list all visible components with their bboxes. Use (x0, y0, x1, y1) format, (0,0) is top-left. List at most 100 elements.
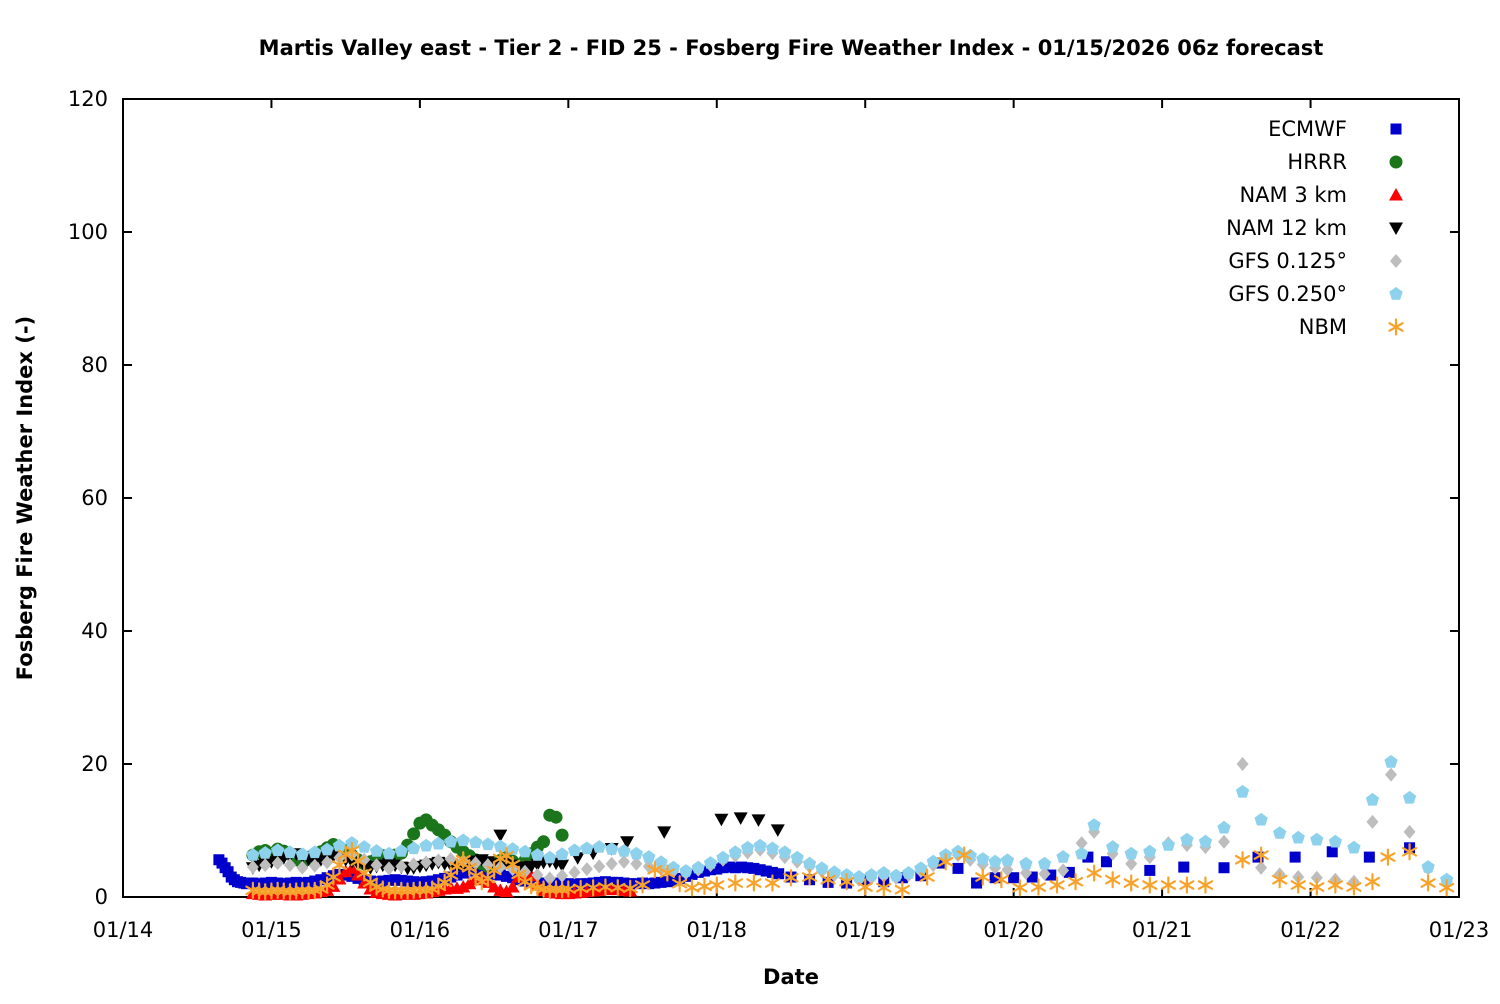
data-point (894, 881, 910, 899)
data-point (284, 858, 296, 873)
data-point (456, 880, 471, 893)
data-point (723, 861, 735, 873)
data-point (383, 874, 395, 886)
data-point (531, 868, 544, 883)
data-point (555, 828, 569, 842)
x-tick-label: 01/16 (390, 918, 451, 942)
data-point (308, 845, 322, 859)
data-point (938, 853, 954, 871)
data-point (696, 877, 713, 895)
data-point (332, 838, 347, 852)
asterisk-spoke (820, 874, 836, 885)
asterisk-spoke (659, 868, 675, 878)
asterisk-spoke (975, 872, 991, 882)
data-point (383, 861, 396, 876)
data-points-layer (213, 755, 1455, 901)
data-point (555, 847, 569, 861)
data-point (729, 862, 741, 874)
chart-title: Martis Valley east - Tier 2 - FID 25 - F… (259, 36, 1324, 60)
asterisk-spoke (1067, 876, 1084, 887)
asterisk-spoke (387, 886, 403, 896)
data-point (1253, 846, 1269, 864)
asterisk-spoke (1380, 852, 1396, 862)
data-point (976, 852, 990, 865)
asterisk-spoke (486, 865, 502, 876)
data-point (549, 810, 563, 824)
data-point (1057, 863, 1070, 878)
asterisk-spoke (622, 883, 638, 894)
asterisk-spoke (282, 886, 298, 897)
data-point (308, 858, 321, 873)
data-point (370, 858, 383, 873)
asterisk-spoke (1346, 882, 1362, 892)
data-point (1180, 832, 1194, 846)
data-point (419, 838, 433, 852)
data-point (717, 862, 729, 874)
data-point (357, 876, 372, 889)
data-point (1063, 866, 1075, 878)
data-point (1143, 844, 1157, 858)
asterisk-spoke (263, 886, 280, 896)
data-point (1197, 876, 1214, 894)
data-point (462, 876, 477, 890)
data-point (764, 874, 781, 892)
data-point (679, 864, 693, 877)
asterisk-spoke (1179, 880, 1195, 890)
x-tick-label: 01/19 (835, 918, 896, 942)
asterisk-spoke (1049, 880, 1065, 890)
data-point (1326, 846, 1338, 858)
asterisk-spoke (783, 872, 799, 883)
data-point (1384, 755, 1398, 768)
asterisk-spoke (1401, 846, 1418, 857)
data-point (896, 872, 908, 884)
legend-label-gfs-0-250-: GFS 0.250° (1228, 282, 1347, 306)
data-point (686, 868, 698, 880)
asterisk-spoke (839, 876, 855, 887)
data-point (1273, 826, 1287, 839)
data-point (654, 855, 668, 869)
data-point (321, 855, 334, 870)
x-tick-label: 01/18 (687, 918, 748, 942)
legend-label-nam-3-km: NAM 3 km (1239, 183, 1347, 207)
data-point (369, 844, 384, 857)
data-point (499, 884, 514, 898)
data-point (486, 861, 502, 880)
asterisk-spoke (573, 883, 589, 894)
data-point (259, 877, 271, 889)
data-point (1389, 287, 1403, 300)
asterisk-spoke (257, 886, 273, 897)
data-point (1082, 851, 1094, 863)
asterisk-spoke (746, 878, 762, 888)
data-point (246, 848, 260, 861)
data-point (1235, 784, 1250, 798)
data-point (783, 869, 799, 887)
data-point (543, 871, 556, 886)
data-point (1106, 840, 1120, 853)
asterisk-spoke (1123, 878, 1139, 888)
asterisk-spoke (1420, 878, 1436, 888)
data-point (952, 862, 964, 874)
data-point (742, 862, 754, 874)
asterisk-spoke (1197, 880, 1214, 890)
data-point (1075, 836, 1088, 851)
data-point (1255, 860, 1268, 875)
asterisk-spoke (1327, 880, 1343, 890)
data-point (585, 879, 601, 897)
data-point (963, 848, 977, 862)
data-point (1363, 851, 1375, 863)
data-point (296, 860, 309, 875)
asterisk-spoke (919, 872, 935, 882)
asterisk-spoke (1388, 322, 1404, 332)
y-tick-label: 40 (81, 619, 108, 643)
data-point (727, 874, 743, 892)
data-point (382, 846, 396, 860)
asterisk-spoke (1439, 882, 1455, 893)
data-point (338, 864, 353, 878)
data-point (741, 840, 755, 854)
data-point (350, 852, 366, 870)
data-point (716, 850, 730, 864)
data-point (325, 868, 341, 886)
data-point (1100, 856, 1112, 868)
